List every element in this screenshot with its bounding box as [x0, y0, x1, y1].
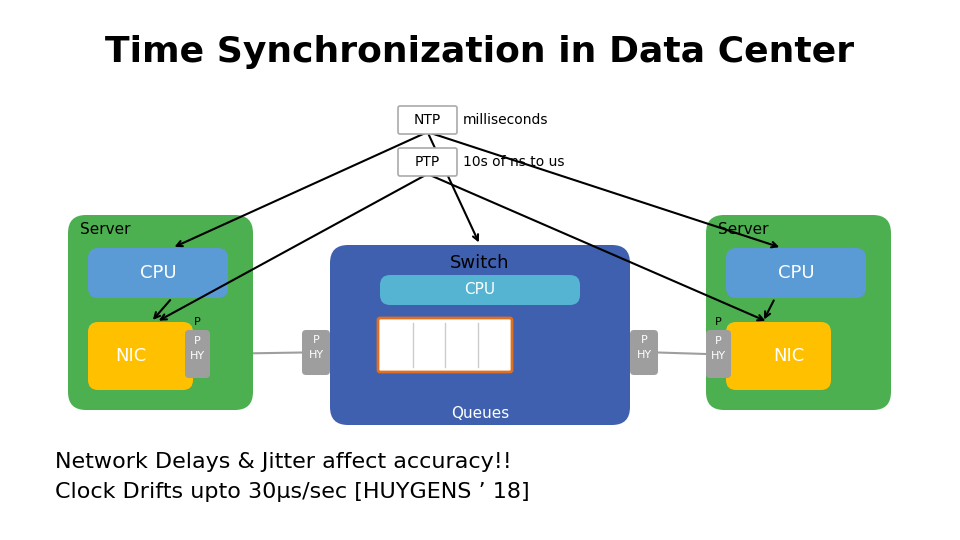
FancyBboxPatch shape — [378, 318, 512, 372]
FancyBboxPatch shape — [185, 330, 210, 378]
FancyBboxPatch shape — [706, 215, 891, 410]
FancyBboxPatch shape — [398, 106, 457, 134]
Text: milliseconds: milliseconds — [463, 113, 548, 127]
Text: Switch: Switch — [450, 254, 510, 272]
FancyBboxPatch shape — [88, 248, 228, 298]
Text: P: P — [313, 335, 320, 345]
Text: P: P — [715, 317, 722, 327]
Text: P: P — [194, 317, 201, 327]
Text: HY: HY — [711, 352, 726, 361]
Text: PTP: PTP — [415, 155, 440, 169]
Text: Server: Server — [718, 221, 769, 237]
Text: NIC: NIC — [115, 347, 146, 365]
FancyBboxPatch shape — [726, 322, 831, 390]
Text: Network Delays & Jitter affect accuracy!!: Network Delays & Jitter affect accuracy!… — [55, 452, 512, 472]
Text: HY: HY — [308, 350, 324, 360]
Text: CPU: CPU — [140, 264, 177, 282]
FancyBboxPatch shape — [398, 148, 457, 176]
Text: P: P — [640, 335, 647, 345]
Text: Queues: Queues — [451, 406, 509, 421]
Text: NTP: NTP — [414, 113, 442, 127]
Text: CPU: CPU — [778, 264, 814, 282]
Text: Time Synchronization in Data Center: Time Synchronization in Data Center — [106, 35, 854, 69]
Text: Clock Drifts upto 30μs/sec [HUYGENS ’ 18]: Clock Drifts upto 30μs/sec [HUYGENS ’ 18… — [55, 482, 530, 502]
Text: 10s of ns to us: 10s of ns to us — [463, 155, 564, 169]
Text: HY: HY — [636, 350, 652, 360]
Text: CPU: CPU — [465, 282, 495, 298]
FancyBboxPatch shape — [88, 322, 193, 390]
FancyBboxPatch shape — [380, 275, 580, 305]
FancyBboxPatch shape — [726, 248, 866, 298]
FancyBboxPatch shape — [330, 245, 630, 425]
Text: NIC: NIC — [773, 347, 804, 365]
Text: P: P — [194, 335, 201, 346]
FancyBboxPatch shape — [630, 330, 658, 375]
Text: Server: Server — [80, 221, 131, 237]
Text: P: P — [715, 335, 722, 346]
Text: HY: HY — [190, 352, 205, 361]
FancyBboxPatch shape — [706, 330, 731, 378]
FancyBboxPatch shape — [68, 215, 253, 410]
FancyBboxPatch shape — [302, 330, 330, 375]
